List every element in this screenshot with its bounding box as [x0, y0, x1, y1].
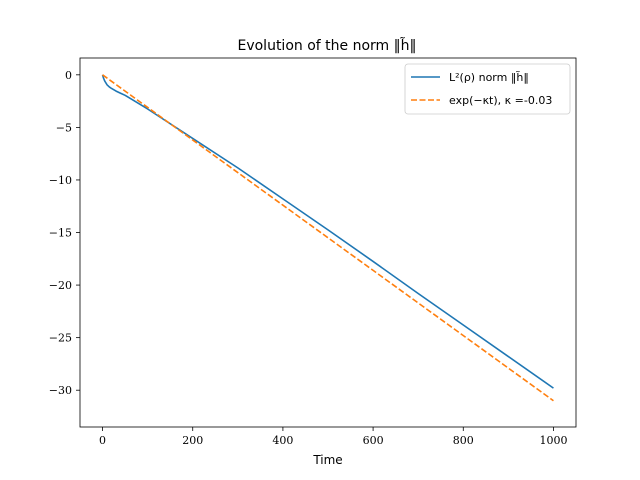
y-tick-label: −5 — [56, 121, 72, 134]
legend: L²(ρ) norm ‖h̃‖ exp(−κt), κ =-0.03 — [404, 63, 571, 115]
x-axis-label: Time — [312, 453, 342, 467]
y-tick-label: −25 — [49, 332, 72, 345]
legend-label-0: L²(ρ) norm ‖h̃‖ — [449, 71, 529, 84]
x-tick-label: 400 — [272, 434, 293, 447]
y-tick-label: −10 — [49, 174, 72, 187]
x-tick-label: 600 — [363, 434, 384, 447]
series-line-0 — [101, 74, 554, 389]
plot-area: 0 200 400 600 800 1000 0 −5 −10 −15 −20 −25 −30 — [49, 57, 577, 447]
y-tick-label: −15 — [49, 227, 72, 240]
series-line-1 — [102, 74, 554, 402]
x-tick-label: 0 — [99, 434, 106, 447]
y-tick-label: −20 — [49, 279, 72, 292]
x-tick-label: 1000 — [539, 434, 567, 447]
axes-frame — [79, 57, 577, 428]
y-tick-label: −30 — [49, 384, 72, 397]
legend-box — [404, 63, 571, 115]
x-tick-label: 800 — [453, 434, 474, 447]
chart-title: Evolution of the norm ‖h̃‖ — [237, 37, 416, 54]
x-tick-label: 200 — [182, 434, 203, 447]
y-tick-label: 0 — [65, 69, 72, 82]
legend-label-1: exp(−κt), κ =-0.03 — [449, 94, 552, 107]
